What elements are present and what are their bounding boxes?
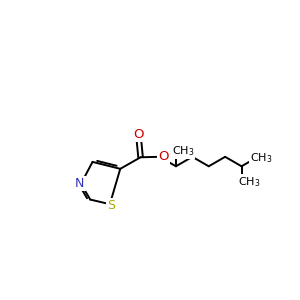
- Text: CH$_3$: CH$_3$: [238, 175, 260, 189]
- Text: O: O: [134, 128, 144, 141]
- Text: CH$_3$: CH$_3$: [172, 144, 195, 158]
- Text: N: N: [75, 177, 85, 190]
- Text: S: S: [107, 199, 115, 212]
- Text: O: O: [158, 150, 169, 163]
- Text: CH$_3$: CH$_3$: [250, 151, 273, 165]
